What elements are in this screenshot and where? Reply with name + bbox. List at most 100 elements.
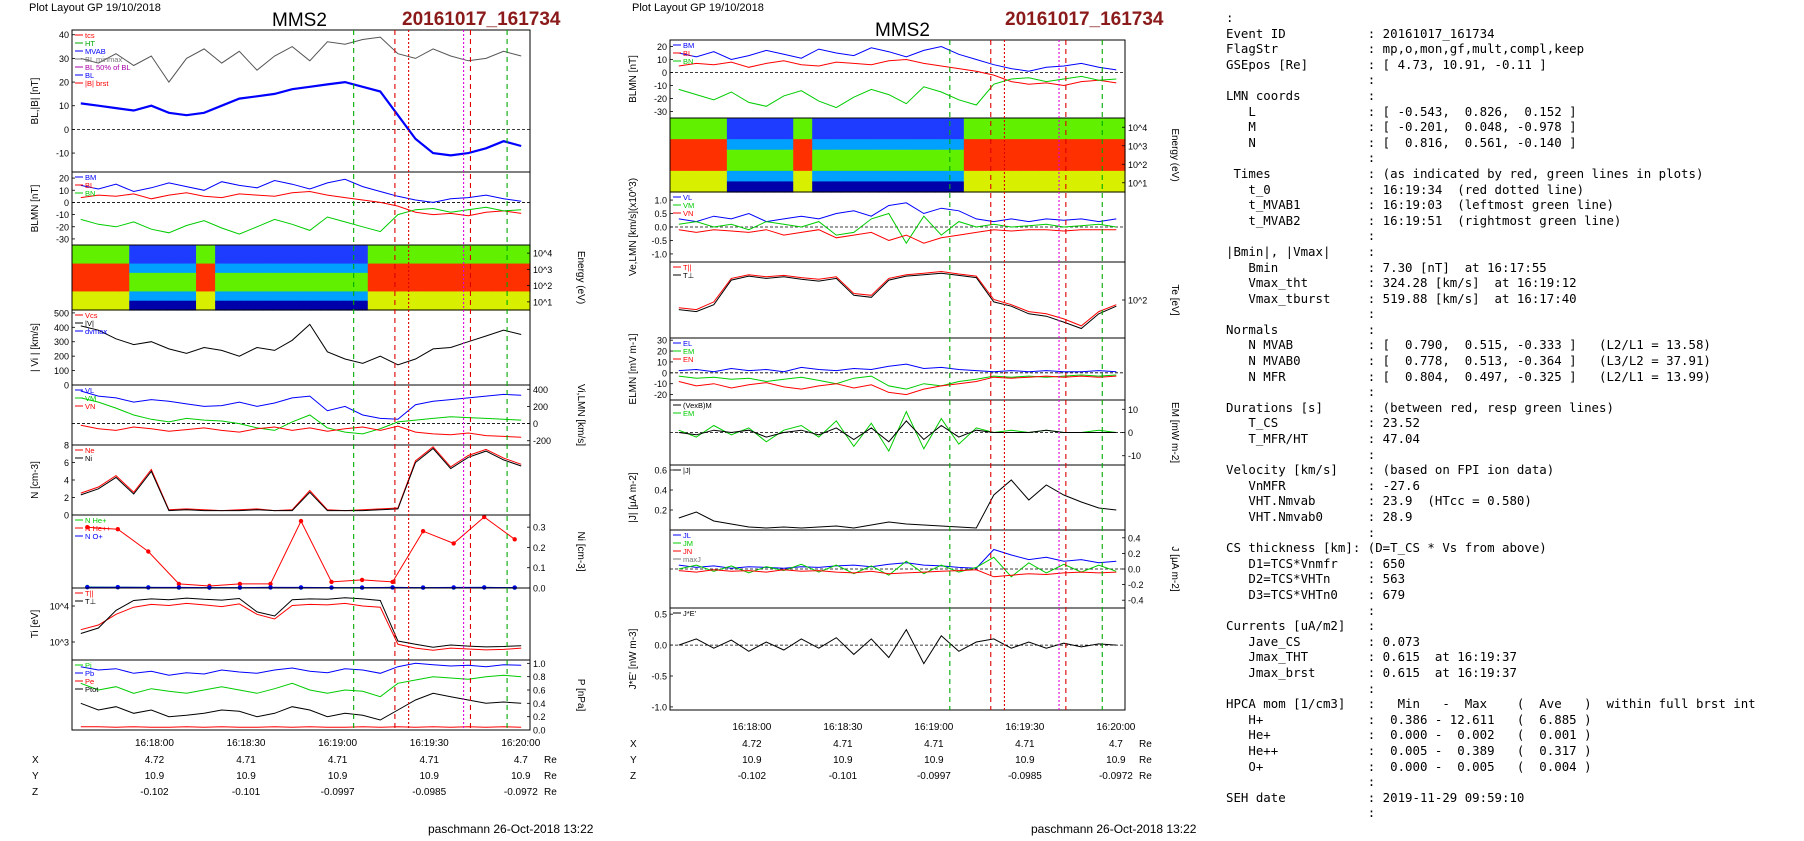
spectrogram-cell	[1096, 139, 1107, 151]
info-line: :	[1226, 228, 1376, 244]
spectrogram-cell	[745, 118, 756, 130]
time-tick-label: 16:18:00	[135, 738, 174, 749]
info-line: VHT.Nmvab : 23.9 (HTcc = 0.580)	[1226, 493, 1532, 509]
data-point	[176, 581, 182, 587]
series-line-VL	[678, 202, 1117, 223]
spectrogram-cell	[243, 300, 254, 311]
spectrogram-cell	[482, 282, 493, 293]
legend-entry: Ni	[85, 454, 92, 463]
info-line: Durations [s] : (between red, resp green…	[1226, 399, 1614, 415]
spectrogram-cell	[415, 282, 426, 293]
spectrogram-cell	[491, 254, 502, 265]
spectrogram-cell	[688, 181, 700, 193]
spectrogram-cell	[850, 181, 861, 193]
subplot-frame	[669, 464, 1126, 531]
spectrogram-cell	[444, 282, 455, 293]
spectrogram-cell	[1049, 160, 1060, 172]
spectrogram-cell	[491, 282, 502, 293]
y-axis-label: Ni [cm-3]	[575, 532, 586, 572]
spectrogram-cell	[453, 272, 464, 283]
y-axis-label: Ti [eV]	[30, 610, 41, 639]
y-tick-label: -0.5	[651, 236, 667, 246]
spectrogram-cell	[510, 282, 522, 293]
y-tick-label: 10^1	[533, 297, 552, 307]
y-tick-label: 0.0	[1128, 565, 1141, 575]
spectrogram-cell	[81, 263, 92, 274]
time-tick-label: 16:19:30	[410, 738, 449, 749]
spectrogram-cell	[291, 282, 302, 293]
info-line: Jmax_THT : 0.615 at 16:19:37	[1226, 649, 1517, 665]
spectrogram-cell	[81, 282, 92, 293]
event-info-text: : Event ID : 20161017_161734 FlagStr : mp,…	[1226, 10, 1756, 821]
spectrogram-cell	[812, 118, 823, 130]
spectrogram-cell	[224, 263, 235, 274]
spectrogram-cell	[707, 149, 718, 161]
spectrogram-cell	[688, 128, 700, 140]
spectrogram-cell	[764, 149, 775, 161]
y-tick-label: 0.5	[654, 610, 667, 620]
series-line-Ni	[80, 447, 522, 512]
spectrogram-cell	[215, 245, 226, 255]
spectrogram-cell	[272, 254, 283, 265]
spectrogram-cell	[670, 149, 681, 161]
legend-entry: (VexB)M	[683, 401, 712, 410]
time-tick-label: 16:19:00	[914, 722, 953, 733]
spectrogram-cell	[954, 128, 965, 140]
spectrogram-cell	[262, 254, 273, 265]
spectrogram-cell	[1068, 181, 1079, 193]
subplot-frame	[71, 659, 531, 731]
spectrogram-cell	[745, 170, 756, 183]
y-tick-label: 1.0	[654, 196, 667, 206]
spectrogram-cell	[463, 245, 474, 255]
y-tick-label: 0	[662, 368, 667, 378]
spectrogram-cell	[1077, 118, 1088, 130]
spectrogram-cell	[205, 282, 216, 293]
spectrogram-cell	[72, 245, 83, 255]
spectrogram-cell	[100, 245, 111, 255]
spectrogram-cell	[205, 245, 216, 255]
spectrogram-cell	[301, 254, 312, 265]
ephemeris-value: 4.7	[514, 755, 528, 766]
series-line-BL	[80, 80, 522, 157]
series-line-T⊥	[678, 272, 1117, 330]
spectrogram-cell	[329, 272, 340, 283]
spectrogram-cell	[1115, 170, 1126, 183]
spectrogram-cell	[1020, 181, 1031, 193]
spectrogram-cell	[1106, 118, 1117, 130]
ephemeris-unit: Re	[544, 755, 557, 766]
spectrogram-cell	[783, 160, 794, 172]
legend-entry: N He++	[85, 524, 111, 533]
info-line: O+ : 0.000 - 0.005 ( 0.004 )	[1226, 758, 1592, 774]
spectrogram-cell	[1115, 128, 1126, 140]
ephemeris-value: -0.0985	[1008, 771, 1042, 782]
spectrogram-cell	[444, 300, 455, 311]
spectrogram-cell	[670, 181, 681, 193]
spectrogram-cell	[1058, 149, 1069, 161]
spectrogram-cell	[1049, 118, 1060, 130]
spectrogram-cell	[1001, 128, 1012, 140]
data-point	[329, 579, 334, 585]
spectrogram-cell	[234, 282, 245, 293]
spectrogram-cell	[831, 181, 842, 193]
spectrogram-cell	[821, 181, 832, 193]
spectrogram-cell	[148, 263, 159, 274]
spectrogram-cell	[707, 128, 718, 140]
subplot-mid-6: 10 0 -10 EM [mW m-2] (VexB)MEM	[669, 399, 1180, 466]
spectrogram-cell	[501, 263, 512, 274]
spectrogram-cell	[339, 272, 350, 283]
spectrogram-cell	[688, 149, 700, 161]
spectrogram-cell	[670, 139, 681, 151]
ephemeris-value: 4.71	[924, 739, 944, 750]
spectrogram-cell	[831, 149, 842, 161]
spectrogram-cell	[291, 291, 302, 302]
spectrogram-cell	[1106, 128, 1117, 140]
spectrogram-cell	[1096, 149, 1107, 161]
spectrogram-cell	[444, 254, 455, 265]
spectrogram-cell	[482, 245, 493, 255]
info-line: He+ : 0.000 - 0.002 ( 0.001 )	[1226, 727, 1592, 743]
spectrogram-cell	[186, 254, 197, 265]
spectrogram-cell	[215, 272, 226, 283]
spectrogram-cell	[973, 160, 984, 172]
spectrogram-cell	[301, 291, 312, 302]
